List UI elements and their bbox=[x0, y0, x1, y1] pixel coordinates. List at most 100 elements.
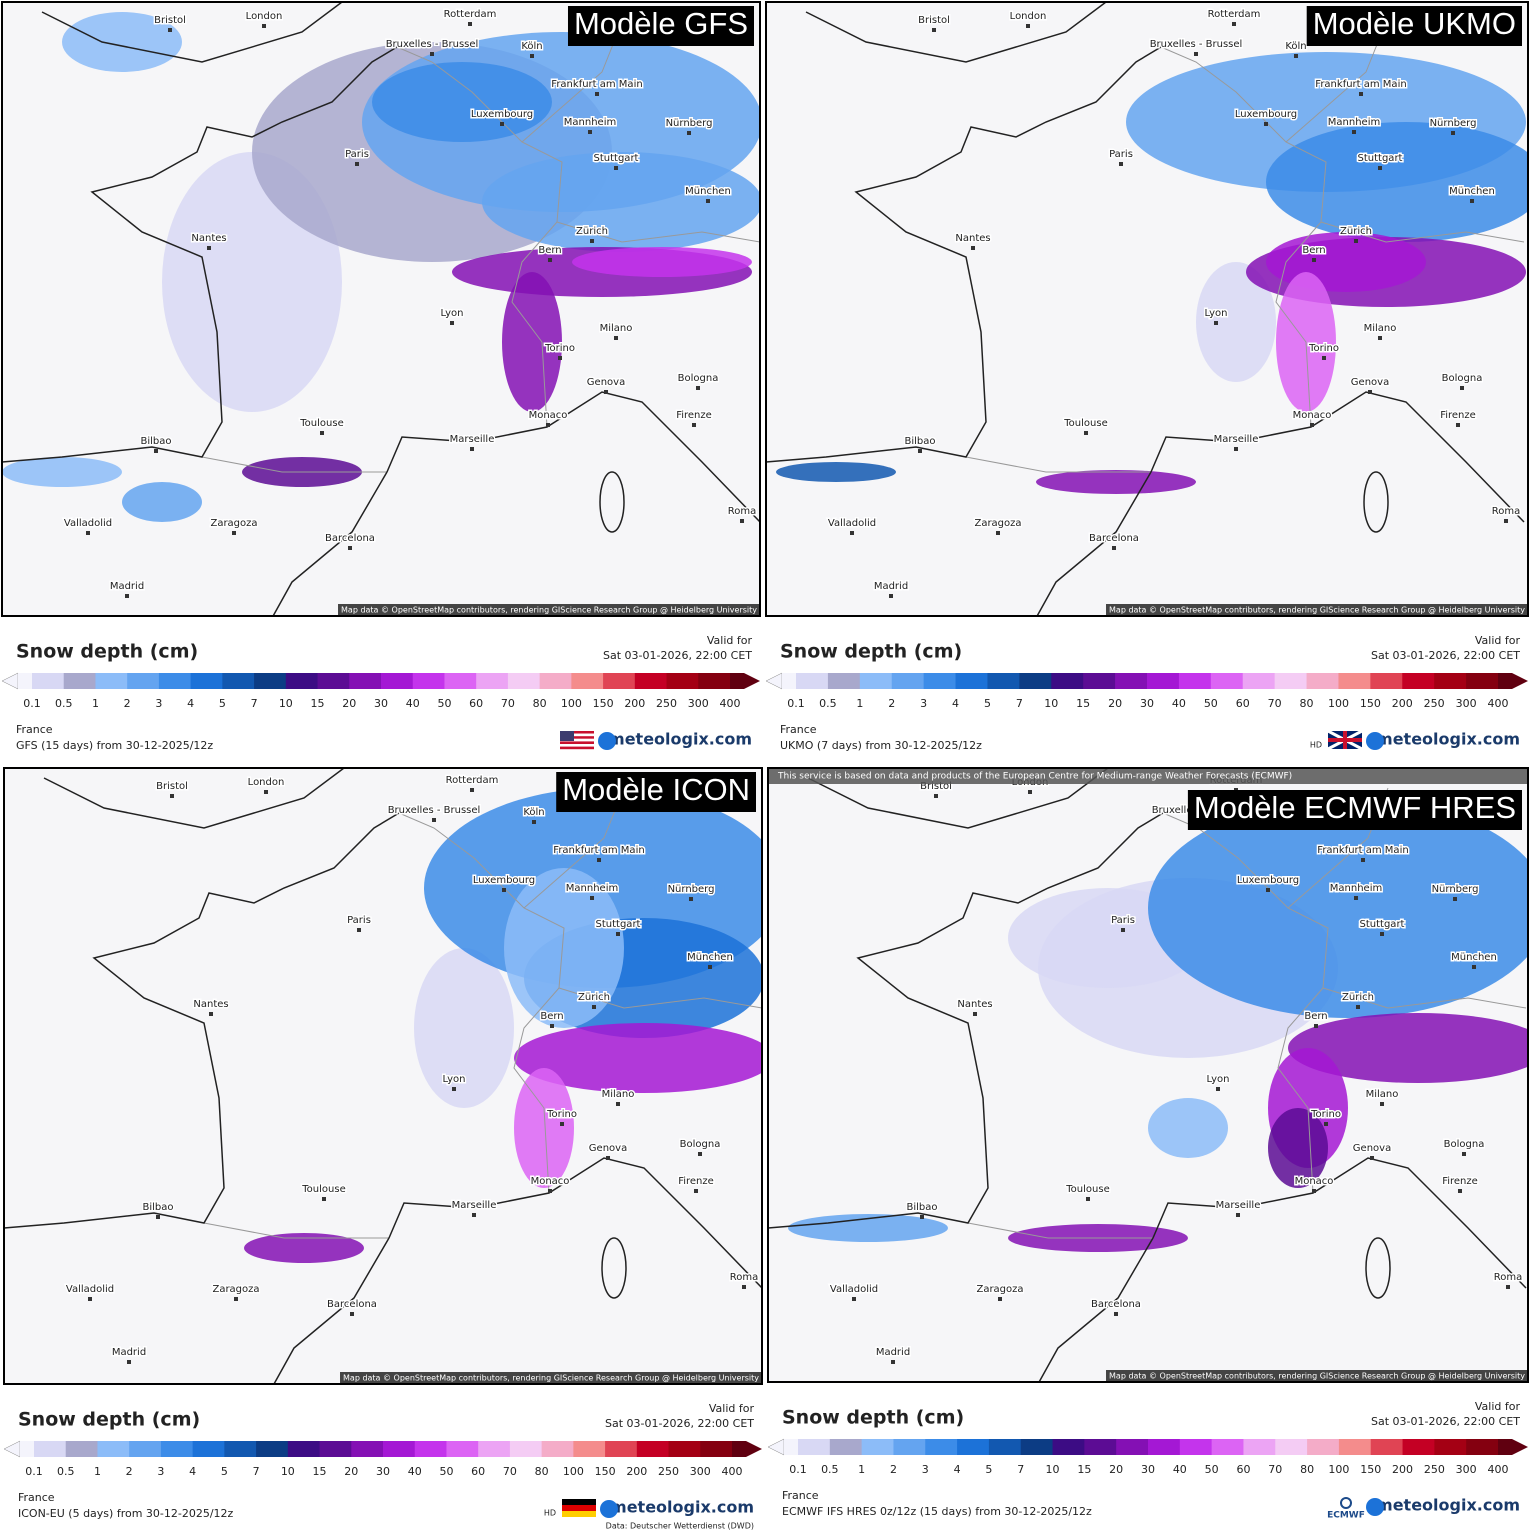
colorbar-bin bbox=[444, 673, 477, 689]
colorbar-bin bbox=[1338, 673, 1371, 689]
colorbar-bin bbox=[1275, 1439, 1308, 1455]
colorbar-tick-label: 100 bbox=[1328, 1463, 1349, 1476]
colorbar-bin bbox=[95, 673, 128, 689]
brand-globe bbox=[598, 732, 616, 750]
city-marker bbox=[1086, 1197, 1090, 1201]
colorbar-bin bbox=[859, 673, 893, 689]
colorbar-bin bbox=[1434, 1439, 1467, 1455]
colorbar-bin bbox=[571, 673, 604, 689]
city-label: Bologna bbox=[1442, 373, 1483, 384]
colorbar-bin bbox=[668, 1441, 701, 1457]
colorbar-cap-low bbox=[1, 672, 19, 690]
city-label: Monaco bbox=[1295, 1176, 1334, 1187]
city-marker bbox=[1456, 423, 1460, 427]
city-label: Mannheim bbox=[566, 883, 618, 894]
city-marker bbox=[550, 1024, 554, 1028]
city-label: Milano bbox=[1366, 1089, 1399, 1100]
borders bbox=[967, 787, 1527, 1239]
city-label: Valladolid bbox=[66, 1284, 114, 1295]
region: France bbox=[18, 1491, 55, 1504]
colorbar-cap-low bbox=[3, 1440, 21, 1458]
city-marker bbox=[616, 932, 620, 936]
colorbar-bin bbox=[63, 673, 96, 689]
colorbar-bin bbox=[509, 1441, 543, 1457]
city-marker bbox=[1370, 1156, 1374, 1160]
colorbar-bin bbox=[893, 1439, 926, 1455]
city-label: Monaco bbox=[529, 410, 568, 421]
city-label: Zaragoza bbox=[212, 1284, 259, 1295]
city-marker bbox=[973, 1012, 977, 1016]
colorbar-tick-label: 20 bbox=[342, 697, 356, 710]
colorbar-tick-label: 60 bbox=[1236, 697, 1250, 710]
city-label: Mannheim bbox=[1328, 117, 1380, 128]
colorbar-tick-label: 5 bbox=[221, 1465, 228, 1478]
colorbar-bin bbox=[1210, 673, 1244, 689]
city-label: Valladolid bbox=[64, 518, 112, 529]
brand-globe bbox=[1366, 732, 1384, 750]
colorbar-bin bbox=[1083, 673, 1116, 689]
colorbar-bin bbox=[1148, 1439, 1181, 1455]
colorbar-tick-label: 70 bbox=[1268, 1463, 1282, 1476]
colorbar-tick-label: 3 bbox=[155, 697, 162, 710]
colorbar-bin bbox=[222, 673, 255, 689]
snow-area bbox=[514, 1023, 762, 1093]
city-marker bbox=[920, 1215, 924, 1219]
colorbar-tick-label: 150 bbox=[593, 697, 614, 710]
colorbar-tick-label: 200 bbox=[626, 1465, 647, 1478]
brand: meteologix.com bbox=[610, 1498, 754, 1517]
colorbar-cap-high bbox=[1512, 673, 1528, 689]
colorbar-bin bbox=[539, 673, 572, 689]
city-marker bbox=[588, 130, 592, 134]
colorbar-bin bbox=[861, 1439, 894, 1455]
flag-stripe bbox=[562, 1511, 596, 1517]
map-frame bbox=[767, 767, 1529, 1383]
city-marker bbox=[1462, 1152, 1466, 1156]
attribution-bg bbox=[338, 604, 760, 616]
city-label: Torino bbox=[1308, 343, 1339, 354]
city-label: Torino bbox=[1310, 1109, 1341, 1120]
colorbar-bin bbox=[254, 673, 287, 689]
colorbar-bin bbox=[732, 1441, 746, 1457]
colorbar-bin bbox=[891, 673, 925, 689]
city-label: Bruxelles - Brussel bbox=[386, 39, 479, 50]
colorbar-bin bbox=[1147, 673, 1180, 689]
brand: meteologix.com bbox=[1376, 1496, 1520, 1515]
city-marker bbox=[1084, 431, 1088, 435]
city-marker bbox=[432, 818, 436, 822]
colorbar-tick-label: 10 bbox=[1044, 697, 1058, 710]
city-label: Nantes bbox=[955, 233, 990, 244]
city-label: Roma bbox=[1492, 506, 1521, 517]
city-label: Lyon bbox=[442, 1074, 465, 1085]
panel: Bristol London Rotterdam Bruxelles - Brusse… bbox=[765, 1, 1529, 752]
colorbar-bin bbox=[1338, 1439, 1372, 1455]
model-run: ICON-EU (5 days) from 30-12-2025/12z bbox=[18, 1507, 234, 1520]
colorbar-bin bbox=[478, 1441, 511, 1457]
city-marker bbox=[86, 531, 90, 535]
city-marker bbox=[1359, 92, 1363, 96]
colorbar-tick-label: 20 bbox=[344, 1465, 358, 1478]
city-label: Zaragoza bbox=[210, 518, 257, 529]
city-label: Madrid bbox=[876, 1347, 910, 1358]
city-marker bbox=[168, 28, 172, 32]
colorbar-bin bbox=[381, 673, 414, 689]
city-label: Genova bbox=[1351, 377, 1389, 388]
snow-area bbox=[572, 247, 752, 277]
city-label: Madrid bbox=[112, 1347, 146, 1358]
city-label: Zaragoza bbox=[976, 1284, 1023, 1295]
city-label: München bbox=[1449, 186, 1495, 197]
colorbar-bin bbox=[1370, 1439, 1404, 1455]
hd-badge: HD bbox=[1310, 741, 1322, 750]
city-label: Rotterdam bbox=[446, 775, 499, 786]
colorbar-bin bbox=[158, 673, 192, 689]
legend-title: Snow depth (cm) bbox=[16, 641, 198, 663]
colorbar-tick-label: 15 bbox=[313, 1465, 327, 1478]
attribution: Map data © OpenStreetMap contributors, r… bbox=[343, 1374, 759, 1383]
colorbar-tick-label: 80 bbox=[1300, 1463, 1314, 1476]
colorbar-tick-label: 60 bbox=[471, 1465, 485, 1478]
valid-time: Sat 03-01-2026, 22:00 CET bbox=[605, 1417, 754, 1430]
city-marker bbox=[1458, 1189, 1462, 1193]
colorbar-bin bbox=[412, 673, 445, 689]
colorbar-tick-label: 50 bbox=[1205, 1463, 1219, 1476]
snow-area bbox=[1196, 262, 1276, 382]
city-label: Stuttgart bbox=[1360, 919, 1405, 930]
